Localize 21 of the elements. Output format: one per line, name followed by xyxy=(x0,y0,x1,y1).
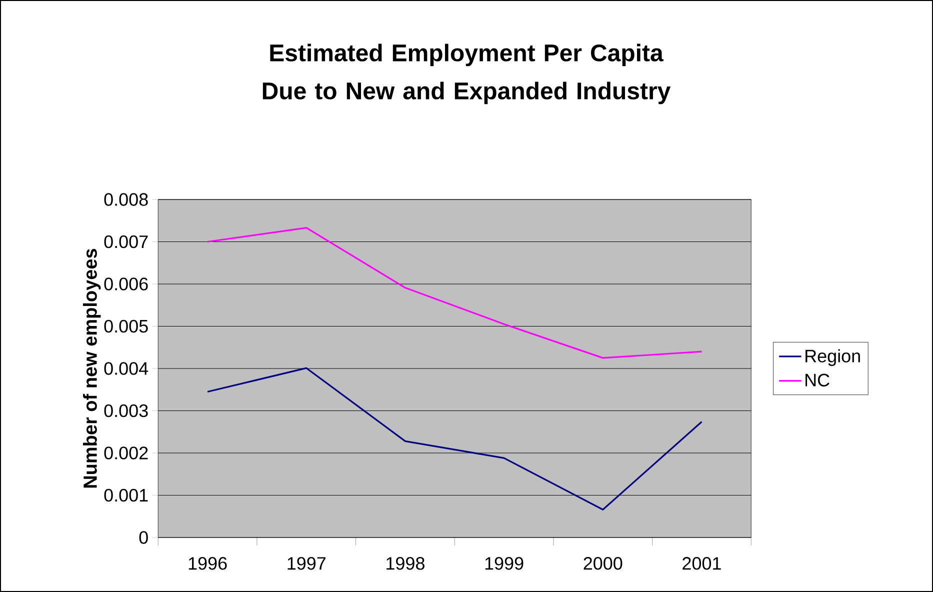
x-tick-label: 2000 xyxy=(584,557,622,570)
x-tick-label: 2001 xyxy=(682,557,721,570)
y-tick-label: 0.007 xyxy=(104,235,148,248)
y-tick-label: 0.001 xyxy=(104,488,148,502)
x-tick-label: 1996 xyxy=(188,557,227,570)
x-tick-label: 1998 xyxy=(386,557,424,570)
chart-title: Estimated Employment Per Capita Due to New and Expanded Industry xyxy=(262,44,671,104)
y-tick-label: 0 xyxy=(139,531,148,544)
y-tick-label: 0.008 xyxy=(104,193,148,206)
y-tick-label: 0.004 xyxy=(104,362,148,375)
y-axis-title: Number of new employees xyxy=(82,248,101,488)
x-tick-label: 1999 xyxy=(485,557,524,570)
y-tick-label: 0.006 xyxy=(104,278,148,290)
y-tick-label: 0.002 xyxy=(104,446,148,460)
legend-label: NC xyxy=(806,374,830,386)
x-tick-label: 1997 xyxy=(288,557,326,570)
y-tick-label: 0.003 xyxy=(104,404,148,418)
line-series xyxy=(206,367,703,510)
y-tick-label: 0.005 xyxy=(104,320,148,333)
legend-label: Region xyxy=(806,349,860,366)
line-series xyxy=(206,227,703,359)
